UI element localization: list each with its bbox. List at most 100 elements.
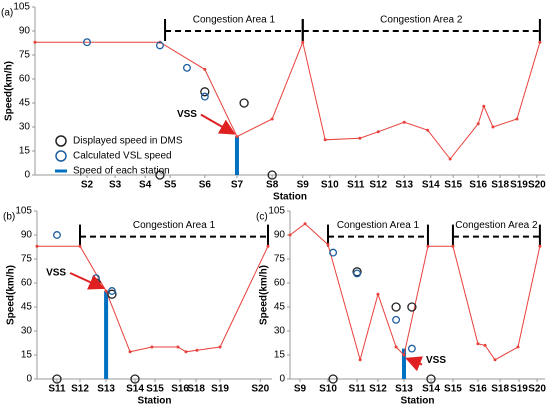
line-point xyxy=(358,136,362,140)
line-point xyxy=(516,345,520,349)
speed-circle xyxy=(53,231,61,239)
speed-circle xyxy=(155,170,165,180)
line-point xyxy=(270,117,274,121)
y-axis-label: Speed(km/h) xyxy=(6,265,17,325)
line-point xyxy=(288,233,292,237)
legend-label: Speed of each station xyxy=(73,166,170,177)
x-tick-label: S2 xyxy=(81,180,94,191)
y-tick-label: 105 xyxy=(15,206,32,217)
line-point xyxy=(176,345,180,349)
speed-circle xyxy=(108,287,116,295)
line-point xyxy=(33,40,37,44)
y-tick-label: 15 xyxy=(21,350,33,361)
x-tick-label: S16 xyxy=(469,180,487,191)
panel-label: (b) xyxy=(3,212,15,223)
line-point xyxy=(128,350,132,354)
line-point xyxy=(184,350,188,354)
speed-circle xyxy=(353,269,362,278)
line-point xyxy=(326,243,330,247)
line-point xyxy=(323,138,327,142)
y-tick-label: 60 xyxy=(21,278,33,289)
y-axis-label: Speed(km/h) xyxy=(4,61,15,121)
vss-label: VSS xyxy=(177,109,197,120)
congestion-label: Congestion Area 1 xyxy=(133,220,216,231)
x-axis-label: Station xyxy=(401,396,435,407)
y-tick-label: 75 xyxy=(21,254,33,265)
x-tick-label: S19 xyxy=(510,180,528,191)
y-tick-label: 0 xyxy=(24,170,30,181)
line-point xyxy=(195,348,199,352)
vss-arrow xyxy=(200,113,236,135)
legend-label: Calculated VSL speed xyxy=(73,151,172,162)
bar xyxy=(401,348,406,379)
line-point xyxy=(402,353,406,357)
line-point xyxy=(266,244,270,248)
x-tick-label: S10 xyxy=(321,180,339,191)
x-tick-label: S9 xyxy=(297,180,310,191)
speed-circle xyxy=(391,302,401,312)
x-tick-label: S11 xyxy=(348,384,366,395)
line-point xyxy=(426,128,430,132)
legend-label: Displayed speed in DMS xyxy=(73,136,183,147)
y-tick-label: 105 xyxy=(268,206,285,217)
y-tick-label: 90 xyxy=(21,230,33,241)
y-tick-label: 30 xyxy=(21,326,33,337)
congestion-label: Congestion Area 2 xyxy=(380,15,463,26)
y-tick-label: 15 xyxy=(19,146,31,157)
x-tick-label: S15 xyxy=(444,180,462,191)
x-tick-label: S16 xyxy=(171,384,189,395)
y-tick-label: 60 xyxy=(274,278,286,289)
y-tick-label: 105 xyxy=(13,2,30,13)
x-tick-label: S13 xyxy=(395,384,413,395)
x-tick-label: S6 xyxy=(199,180,212,191)
x-tick-label: S19 xyxy=(211,384,229,395)
y-tick-label: 30 xyxy=(274,326,286,337)
x-axis-label: Station xyxy=(273,192,307,203)
line-point xyxy=(493,358,497,362)
panel-label: (c) xyxy=(256,212,268,223)
y-tick-label: 0 xyxy=(279,374,285,385)
line-point xyxy=(104,289,108,293)
speed-line xyxy=(289,223,541,362)
x-tick-label: S13 xyxy=(395,180,413,191)
x-tick-label: S13 xyxy=(97,384,115,395)
line-point xyxy=(538,244,542,248)
line-point xyxy=(476,122,480,126)
line-point xyxy=(303,222,307,226)
line-point xyxy=(394,345,398,349)
x-tick-label: S10 xyxy=(319,384,337,395)
x-tick-label: S14 xyxy=(126,384,144,395)
line-point xyxy=(203,67,207,71)
x-tick-label: S19 xyxy=(510,384,528,395)
panel-label: (a) xyxy=(1,8,13,19)
vss-arrow xyxy=(69,272,105,290)
speed-circle xyxy=(155,41,164,50)
line-point xyxy=(515,117,519,121)
bar xyxy=(104,291,109,379)
x-tick-label: S11 xyxy=(347,180,365,191)
line-point xyxy=(235,135,239,139)
speed-circle xyxy=(83,38,91,47)
x-tick-label: S12 xyxy=(369,180,387,191)
x-tick-label: S18 xyxy=(491,384,509,395)
speed-circle xyxy=(200,92,209,101)
speed-circle xyxy=(130,374,140,384)
line-point xyxy=(358,358,362,362)
line-point xyxy=(426,244,430,248)
y-tick-label: 75 xyxy=(19,50,31,61)
speed-circle xyxy=(239,98,249,108)
speed-circle xyxy=(407,344,416,353)
speed-circle xyxy=(426,374,436,384)
speed-circle xyxy=(352,267,362,277)
y-tick-label: 60 xyxy=(19,74,31,85)
x-tick-label: S3 xyxy=(109,180,122,191)
speed-circle xyxy=(200,87,210,97)
congestion-label: Congestion Area 2 xyxy=(455,220,538,231)
x-tick-label: S16 xyxy=(469,384,487,395)
line-point xyxy=(301,40,305,44)
line-point xyxy=(482,104,486,108)
line-point xyxy=(78,244,82,248)
x-tick-label: S8 xyxy=(266,180,279,191)
line-point xyxy=(476,342,480,346)
x-tick-label: S5 xyxy=(164,180,177,191)
